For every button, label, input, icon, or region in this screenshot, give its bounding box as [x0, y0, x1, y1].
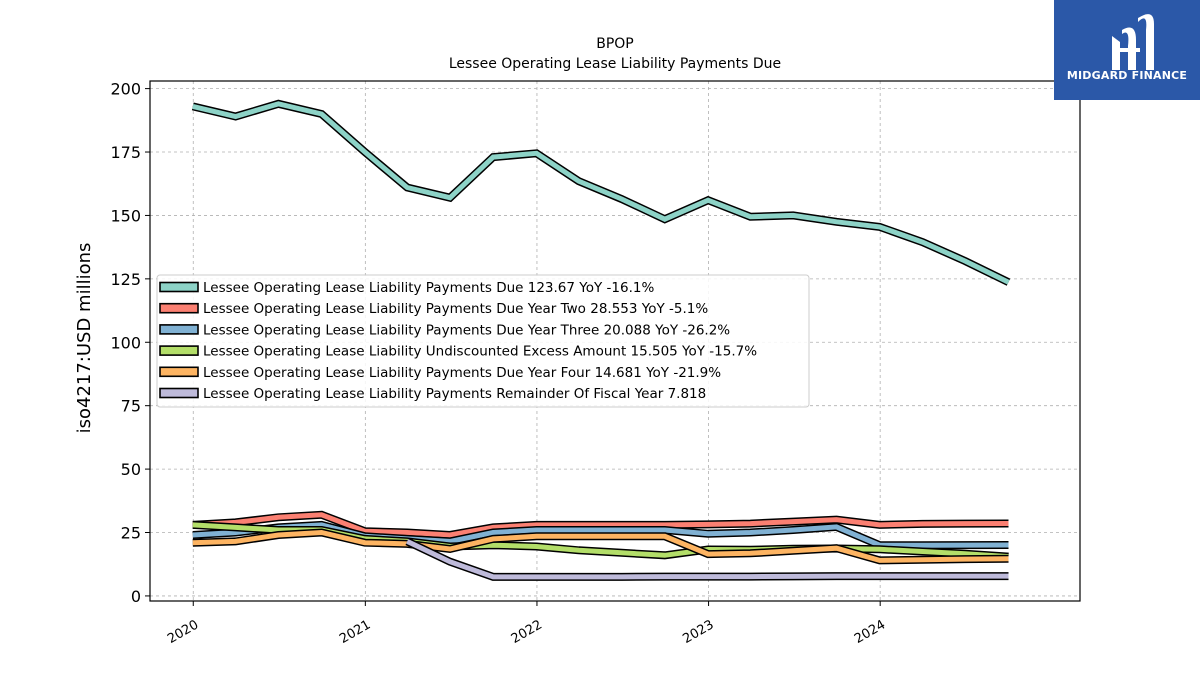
x-tick-label: 2020: [165, 617, 201, 647]
y-tick-label: 200: [110, 80, 141, 99]
x-tick-label: 2024: [852, 617, 888, 647]
y-tick-label: 175: [110, 143, 141, 162]
y-tick-label: 100: [110, 333, 141, 352]
series-line-outline: [191, 99, 1011, 286]
chart-title: BPOP: [596, 36, 634, 52]
midgard-finance-logo: MIDGARD FINANCE: [1054, 0, 1200, 100]
y-axis-label: iso4217:USD millions: [74, 243, 95, 434]
legend-swatch: [159, 281, 199, 293]
legend-entry-label: Lessee Operating Lease Liability Payment…: [203, 322, 730, 338]
series-line-fill: [192, 101, 1010, 285]
y-tick-label: 25: [121, 524, 141, 543]
series-line-fill: [192, 512, 1009, 538]
legend-box: [156, 274, 810, 408]
x-tick-label: 2023: [680, 617, 716, 647]
series-line: [192, 528, 1009, 565]
legend-entry-label: Lessee Operating Lease Liability Payment…: [203, 280, 654, 296]
x-tick-label: 2021: [337, 617, 373, 647]
y-tick-label: 150: [110, 206, 141, 225]
legend-swatch: [159, 345, 199, 356]
logo-mark-icon: [1112, 14, 1154, 71]
series-line: [405, 537, 1009, 581]
legend-entry-label: Lessee Operating Lease Liability Payment…: [203, 365, 721, 381]
y-tick-label: 0: [131, 587, 141, 606]
y-axis: 0 25 50 75 100 125 150 175 200: [110, 80, 150, 606]
legend: Lessee Operating Lease Liability Payment…: [156, 274, 810, 408]
series-lines: [191, 99, 1011, 581]
y-tick-label: 125: [110, 270, 141, 289]
legend-entry-label: Lessee Operating Lease Liability Payment…: [203, 301, 708, 317]
series-line: [192, 520, 1009, 550]
legend-entry-label: Lessee Operating Lease Liability Payment…: [203, 386, 706, 402]
legend-swatch: [159, 302, 199, 314]
x-axis: 2020 2021 2022 2023 2024: [165, 601, 888, 647]
chart-subtitle: Lessee Operating Lease Liability Payment…: [449, 56, 781, 72]
legend-entry-label: Lessee Operating Lease Liability Undisco…: [203, 344, 757, 360]
plot-frame: [149, 80, 1081, 602]
legend-swatch: [159, 387, 199, 399]
series-line: [192, 510, 1009, 540]
y-tick-label: 75: [121, 397, 141, 416]
legend-swatch: [159, 366, 199, 378]
logo-text: MIDGARD FINANCE: [1066, 69, 1188, 82]
series-line-fill: [406, 539, 1009, 580]
legend-swatch: [159, 324, 199, 335]
x-tick-label: 2022: [509, 617, 545, 647]
series-line-fill: [192, 529, 1009, 563]
series-line: [191, 99, 1011, 286]
y-tick-label: 50: [121, 460, 141, 479]
series-line-fill: [192, 522, 1009, 548]
